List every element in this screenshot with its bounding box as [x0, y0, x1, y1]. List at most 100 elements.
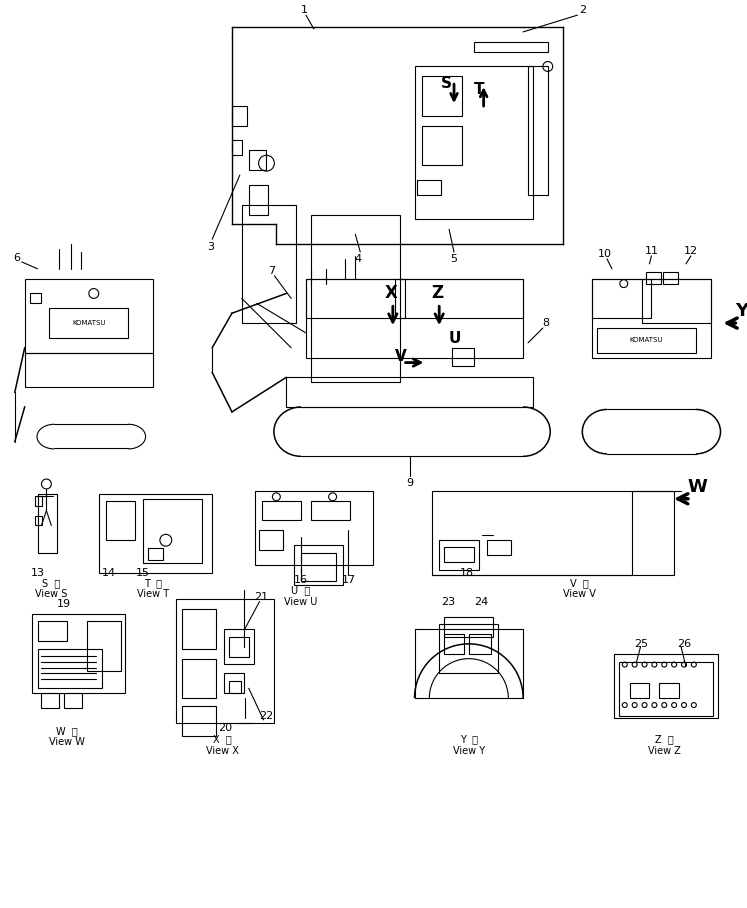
Text: 16: 16	[294, 575, 308, 585]
Bar	[255, 491, 373, 565]
Bar	[619, 662, 713, 716]
Text: 15: 15	[136, 568, 150, 577]
Text: W: W	[688, 478, 708, 496]
Bar	[87, 621, 122, 670]
Bar	[630, 684, 649, 698]
Text: 21: 21	[255, 593, 269, 603]
Bar	[311, 214, 400, 382]
Text: T  視
View T: T 視 View T	[137, 577, 169, 599]
Text: W  視
View W: W 視 View W	[49, 725, 85, 747]
Text: 5: 5	[450, 254, 457, 264]
Text: 19: 19	[57, 599, 71, 609]
Text: 17: 17	[341, 575, 356, 585]
Bar	[176, 599, 274, 723]
Bar	[232, 106, 247, 125]
Bar	[249, 151, 267, 170]
Bar	[646, 271, 661, 283]
Bar	[417, 180, 441, 195]
Bar	[439, 624, 498, 674]
Bar	[182, 706, 216, 735]
Bar	[37, 494, 58, 553]
Text: V  視
View V: V 視 View V	[563, 577, 596, 599]
Bar	[232, 141, 242, 155]
Text: 14: 14	[102, 568, 116, 577]
Bar	[642, 279, 710, 323]
Text: T: T	[474, 82, 484, 97]
Text: S  視
View S: S 視 View S	[35, 577, 67, 599]
Bar	[64, 693, 82, 708]
Bar	[306, 279, 405, 318]
Text: U: U	[449, 331, 462, 346]
Text: S: S	[441, 76, 452, 91]
Bar	[444, 548, 474, 562]
Text: Z  視
View Z: Z 視 View Z	[648, 735, 681, 756]
Bar	[444, 617, 494, 637]
Bar	[34, 516, 43, 526]
Bar	[452, 348, 474, 366]
Text: 4: 4	[355, 254, 362, 264]
Text: U  視
View U: U 視 View U	[285, 586, 317, 607]
Text: KOMATSU: KOMATSU	[630, 337, 663, 343]
Bar	[433, 491, 674, 575]
Text: V: V	[395, 349, 406, 363]
Bar	[99, 494, 212, 573]
Bar	[31, 614, 125, 693]
Bar	[34, 496, 43, 506]
Text: 9: 9	[406, 478, 413, 488]
Text: X: X	[385, 284, 398, 302]
Bar	[37, 621, 67, 641]
Text: X  視
View X: X 視 View X	[205, 735, 238, 756]
Bar	[30, 293, 41, 303]
Text: 1: 1	[300, 5, 308, 15]
Text: KOMATSU: KOMATSU	[72, 321, 105, 326]
Bar	[439, 540, 479, 570]
Bar	[249, 185, 268, 214]
Text: Y: Y	[735, 302, 747, 321]
Text: 12: 12	[684, 246, 698, 256]
Bar	[105, 500, 135, 540]
Bar	[660, 684, 679, 698]
Bar	[528, 66, 548, 195]
Text: 6: 6	[13, 253, 20, 263]
Text: 8: 8	[542, 318, 549, 328]
Bar	[286, 378, 533, 407]
Bar	[592, 279, 710, 358]
Text: 10: 10	[598, 249, 612, 259]
Bar	[25, 352, 153, 387]
Bar	[25, 279, 153, 352]
Text: 26: 26	[677, 639, 691, 649]
Text: Y  視
View Y: Y 視 View Y	[453, 735, 485, 756]
Bar	[294, 545, 344, 585]
Bar	[423, 125, 462, 165]
Text: 13: 13	[31, 568, 45, 577]
Bar	[148, 548, 163, 560]
Bar	[444, 634, 464, 654]
Bar	[224, 674, 244, 693]
Bar	[486, 540, 511, 555]
Text: 7: 7	[268, 266, 275, 276]
Bar	[258, 530, 283, 550]
Bar	[592, 279, 651, 318]
Bar	[311, 500, 350, 520]
Bar	[41, 693, 59, 708]
Bar	[242, 204, 296, 323]
Bar	[597, 328, 695, 352]
Bar	[182, 658, 216, 698]
Bar	[415, 66, 533, 220]
Bar	[261, 500, 301, 520]
Bar	[423, 76, 462, 116]
Bar	[224, 629, 254, 664]
Text: 24: 24	[474, 597, 489, 607]
Bar	[229, 681, 241, 693]
Text: 25: 25	[634, 639, 648, 649]
Text: 22: 22	[259, 711, 273, 721]
Text: 2: 2	[579, 5, 586, 15]
Bar	[301, 553, 335, 581]
Bar	[37, 649, 102, 688]
Text: 23: 23	[441, 597, 455, 607]
Bar	[182, 609, 216, 649]
Text: 3: 3	[207, 242, 214, 252]
Bar	[469, 634, 491, 654]
Bar	[229, 637, 249, 656]
Bar	[663, 271, 678, 283]
